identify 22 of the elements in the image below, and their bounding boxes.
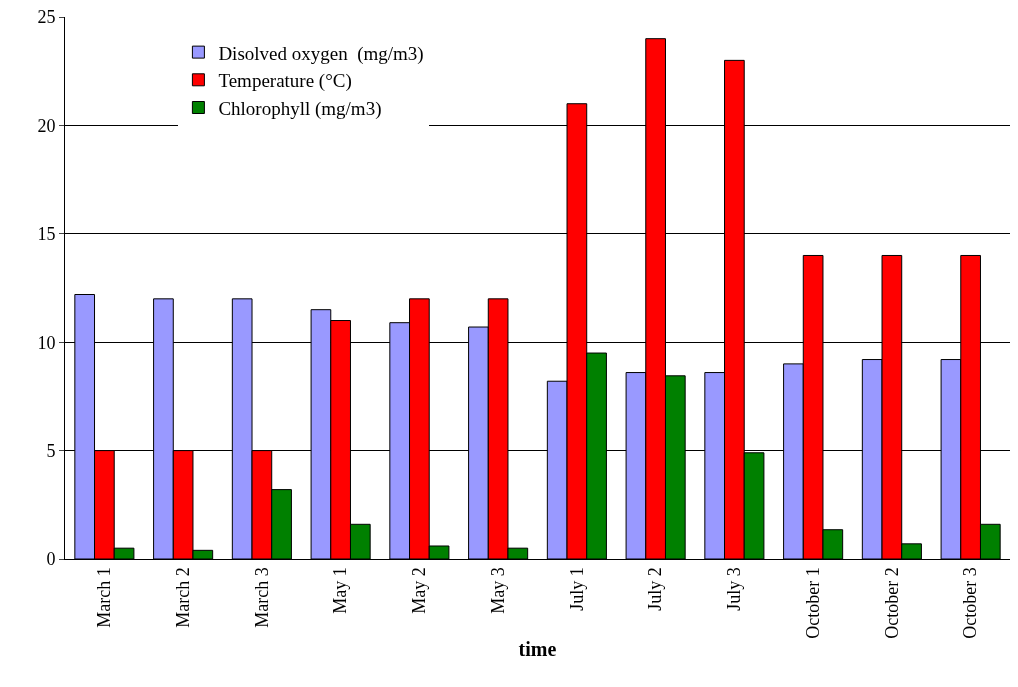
y-tick-label: 5 (46, 440, 56, 461)
x-tick-label: May 3 (487, 567, 508, 614)
x-tick-label: October 2 (881, 567, 902, 639)
y-tick-label: 0 (46, 549, 56, 570)
legend-label: Chlorophyll (mg/m3) (218, 97, 382, 120)
x-tick-label: July 1 (566, 567, 587, 611)
y-tick-label: 10 (37, 332, 56, 353)
x-tick-label: May 2 (409, 567, 430, 614)
legend-label: Disolved oxygen (mg/m3) (218, 42, 424, 65)
y-tick-label: 15 (37, 224, 56, 245)
y-tick-label: 20 (37, 115, 56, 136)
x-tick-label: March 1 (94, 567, 115, 628)
x-tick-label: March 3 (251, 567, 272, 628)
x-tick-label: July 2 (645, 567, 666, 611)
y-tick-label: 25 (37, 7, 56, 28)
x-tick-label: October 3 (960, 567, 981, 639)
x-tick-label: March 2 (172, 567, 193, 628)
x-tick-label: July 3 (724, 567, 745, 611)
x-tick-label: October 1 (802, 567, 823, 639)
x-tick-label: May 1 (330, 567, 351, 614)
legend-label: Temperature (°C) (218, 70, 352, 93)
x-axis-title: time (518, 638, 557, 661)
